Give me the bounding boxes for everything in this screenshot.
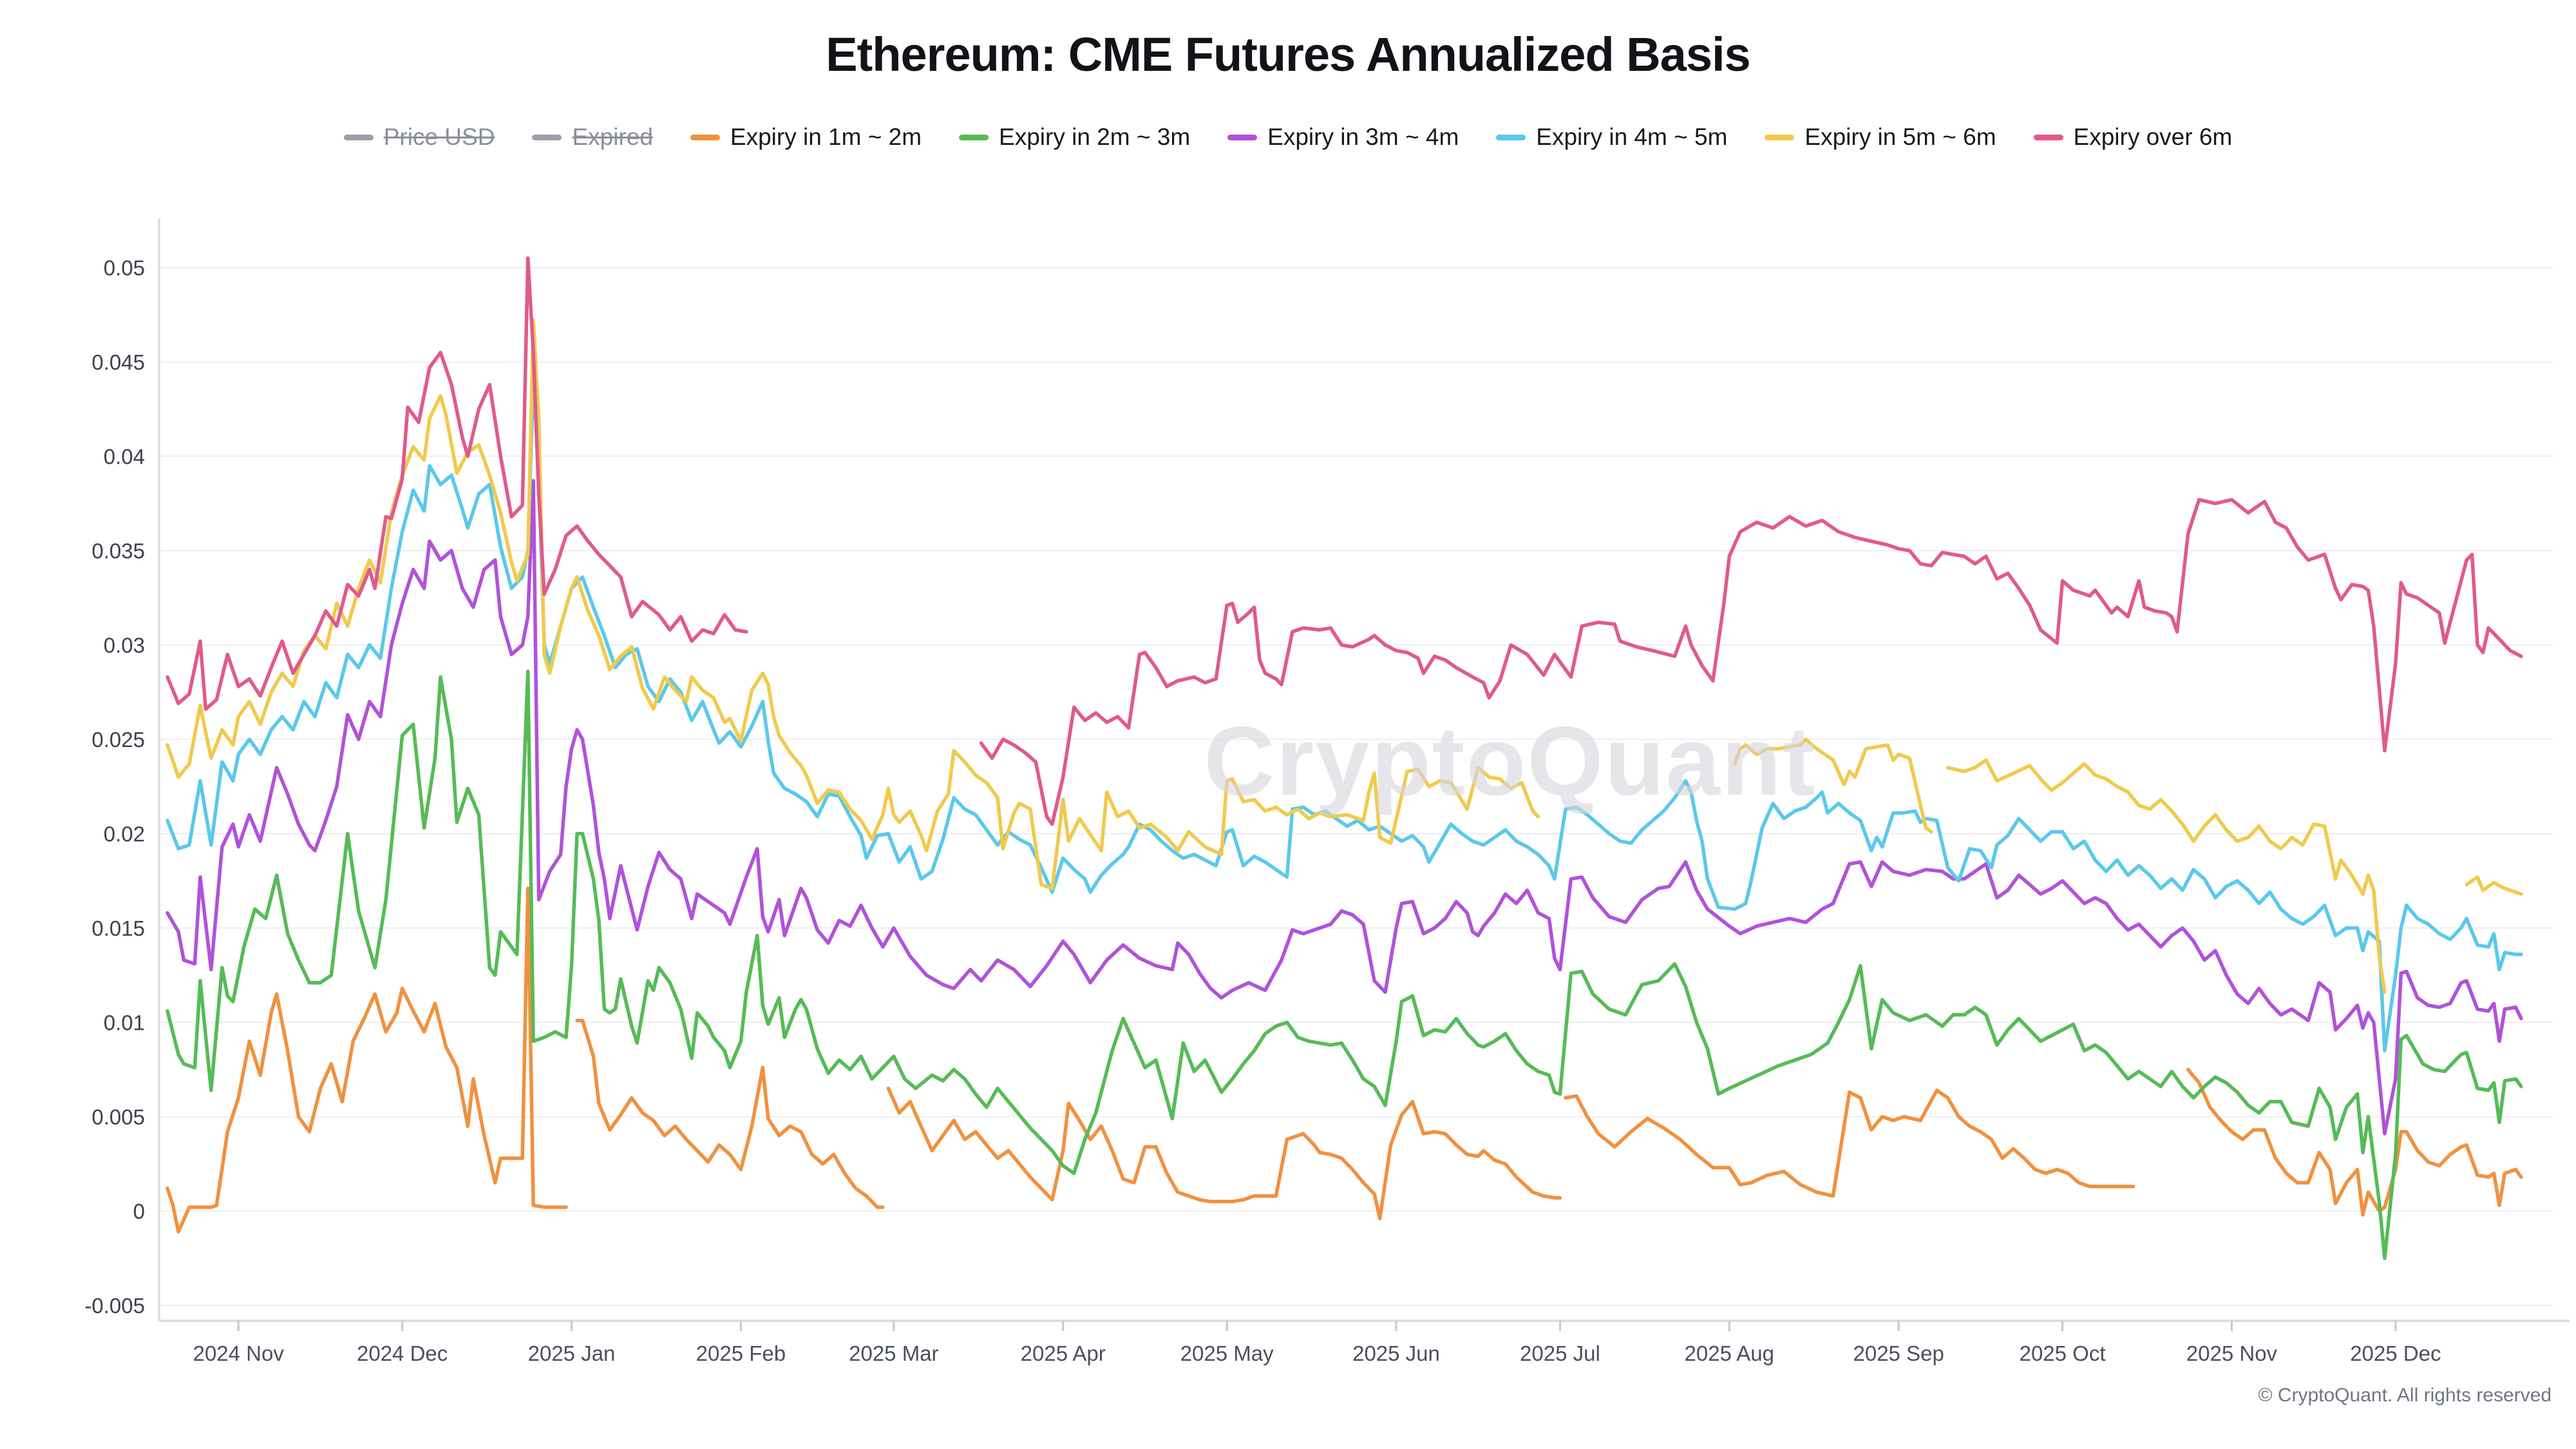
y-axis-label: 0.01 [104, 1011, 145, 1035]
series-line-expiry-over-6m [166, 256, 748, 711]
series-line-expiry-in-1m-2m [886, 1086, 1562, 1220]
legend-label: Expiry in 1m ~ 2m [730, 124, 922, 150]
legend-swatch [690, 134, 720, 140]
series-line-expiry-in-1m-2m [166, 886, 568, 1234]
page-title: Ethereum: CME Futures Annualized Basis [826, 28, 1750, 81]
legend-item-expiry-in-4m-5m[interactable]: Expiry in 4m ~ 5m [1496, 124, 1727, 151]
series-line-expiry-in-5m-6m [1946, 758, 2387, 994]
series-line-expiry-in-5m-6m [1733, 737, 1933, 834]
legend-label: Expiry over 6m [2073, 124, 2233, 150]
x-axis-label: 2025 May [1180, 1341, 1274, 1365]
y-axis-label: 0.02 [104, 822, 145, 846]
series-line-expiry-in-2m-3m [166, 669, 2523, 1260]
x-axis-label: 2025 Jun [1352, 1341, 1440, 1365]
legend-label: Expiry in 5m ~ 6m [1804, 124, 1996, 150]
y-axis-label: 0.03 [104, 634, 145, 658]
x-axis-label: 2025 Jul [1520, 1341, 1600, 1365]
x-axis-label: 2025 Jan [528, 1341, 616, 1365]
series-line-expiry-in-4m-5m [166, 373, 2523, 1053]
legend-label: Expired [572, 124, 653, 150]
y-axis-label: 0.04 [104, 445, 145, 469]
legend-item-expiry-in-1m-2m[interactable]: Expiry in 1m ~ 2m [690, 124, 922, 151]
series-line-expiry-in-5m-6m [2465, 875, 2523, 896]
series-line-expiry-in-1m-2m [1564, 1088, 2136, 1198]
series-line-expiry-over-6m [979, 498, 2523, 826]
x-axis-label: 2025 Feb [696, 1341, 786, 1365]
legend-swatch [959, 134, 989, 140]
legend-item-expiry-in-2m-3m[interactable]: Expiry in 2m ~ 3m [959, 124, 1190, 151]
x-axis-label: 2024 Nov [193, 1341, 285, 1365]
y-axis-label: 0 [133, 1200, 145, 1224]
legend-item-expired[interactable]: Expired [532, 124, 653, 151]
y-axis-label: 0.025 [91, 728, 145, 752]
x-axis-label: 2024 Dec [357, 1341, 448, 1365]
legend-label: Price USD [383, 124, 495, 150]
series-line-expiry-in-5m-6m [166, 318, 1540, 891]
legend-swatch [1227, 134, 1258, 140]
x-axis-label: 2025 Nov [2186, 1341, 2278, 1365]
legend-swatch [1765, 134, 1795, 140]
legend-swatch [532, 134, 562, 140]
y-axis-label: 0.015 [91, 916, 145, 940]
legend-item-expiry-in-5m-6m[interactable]: Expiry in 5m ~ 6m [1765, 124, 1996, 151]
legend-item-expiry-in-3m-4m[interactable]: Expiry in 3m ~ 4m [1227, 124, 1459, 151]
legend-item-expiry-over-6m[interactable]: Expiry over 6m [2033, 124, 2233, 151]
legend-swatch [2033, 134, 2063, 140]
series-line-expiry-in-1m-2m [2186, 1068, 2523, 1217]
copyright-text: © CryptoQuant. All rights reserved [2258, 1385, 2552, 1406]
y-axis-label: -0.005 [84, 1294, 145, 1318]
x-axis-label: 2025 Sep [1853, 1341, 1944, 1365]
x-axis-label: 2025 Apr [1021, 1341, 1106, 1365]
series-line-expiry-in-3m-4m [166, 478, 2523, 1136]
legend-item-price-usd[interactable]: Price USD [343, 124, 495, 151]
series-line-expiry-in-1m-2m [575, 1018, 885, 1209]
legend-swatch [343, 134, 374, 140]
y-axis-label: 0.045 [91, 350, 145, 374]
legend: Price USD Expired Expiry in 1m ~ 2m Expiry … [0, 124, 2576, 151]
legend-label: Expiry in 2m ~ 3m [999, 124, 1191, 150]
legend-label: Expiry in 3m ~ 4m [1267, 124, 1459, 150]
y-axis-label: 0.05 [104, 256, 145, 280]
y-axis-label: 0.035 [91, 539, 145, 563]
legend-swatch [1496, 134, 1526, 140]
x-axis-label: 2025 Mar [849, 1341, 938, 1365]
y-axis-label: 0.005 [91, 1105, 145, 1129]
x-axis-label: 2025 Aug [1685, 1341, 1774, 1365]
x-axis-label: 2025 Dec [2350, 1341, 2441, 1365]
x-axis-label: 2025 Oct [2020, 1341, 2106, 1365]
legend-label: Expiry in 4m ~ 5m [1536, 124, 1728, 150]
